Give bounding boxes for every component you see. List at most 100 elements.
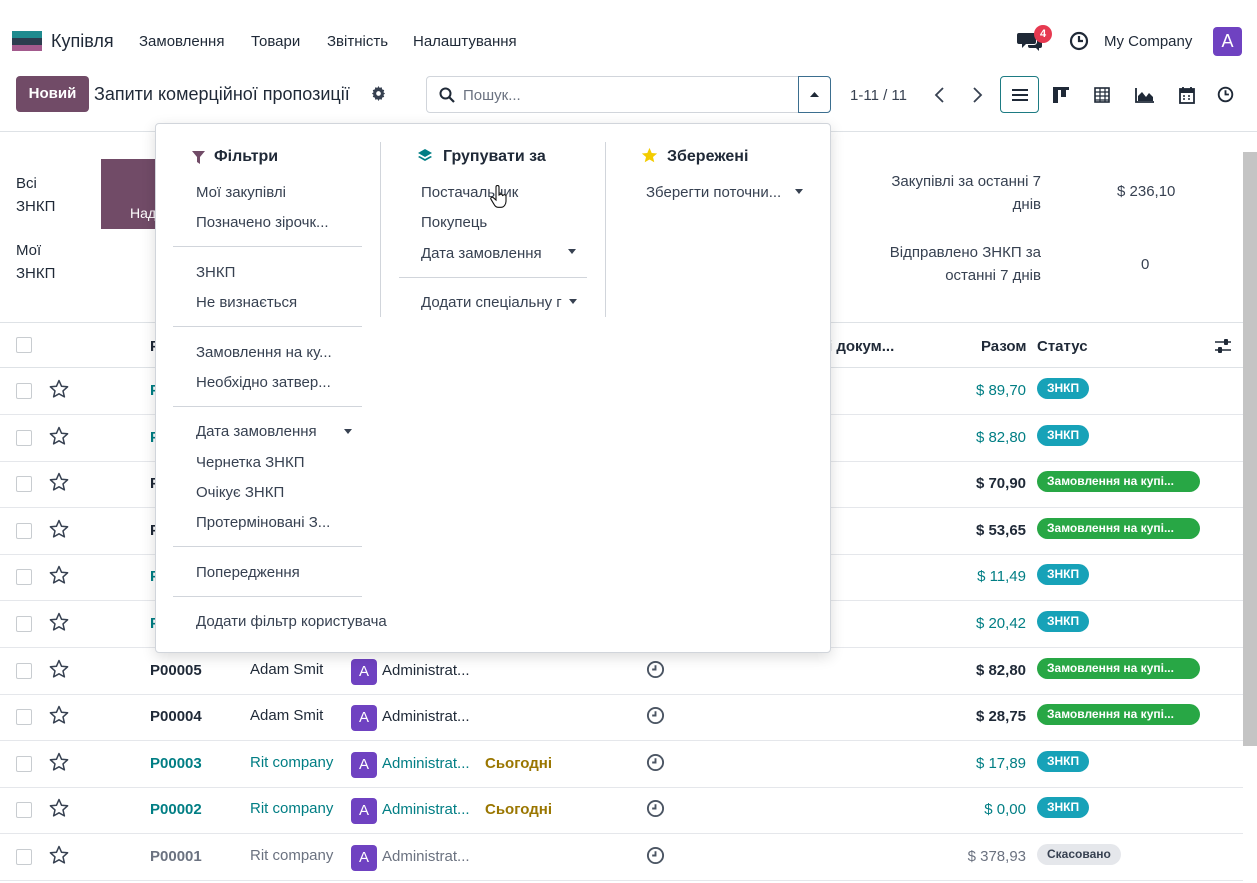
status-badge: Замовлення на купі... [1037, 704, 1200, 725]
column-source-document[interactable]: і докум... [828, 338, 895, 355]
stat-card-sent[interactable]: Над [101, 159, 161, 229]
activity-clock-icon[interactable] [646, 753, 665, 772]
activity-clock-icon[interactable] [646, 706, 665, 725]
app-logo-icon[interactable] [12, 31, 42, 51]
filter-starred[interactable]: Позначено зірочк... [196, 214, 329, 231]
chevron-down-icon[interactable] [569, 299, 577, 304]
add-custom-filter[interactable]: Додати фільтр користувача [196, 613, 387, 630]
stat-my-rfq[interactable]: Мої ЗНКП [16, 239, 55, 285]
status-badge: Скасовано [1037, 844, 1121, 865]
stat-purchases-7d[interactable]: Закупівлі за останні 7 днів [841, 170, 1041, 216]
add-custom-group[interactable]: Додати спеціальну г [421, 294, 562, 311]
table-row[interactable]: P00004 Adam Smit A Administrat... $ 28,75 Зам… [0, 694, 1243, 741]
order-total: $ 28,75 [975, 708, 1026, 725]
status-badge: Замовлення на купі... [1037, 518, 1200, 539]
table-row[interactable]: P00002 Rit company A Administrat... Сьогодні… [0, 787, 1243, 834]
order-reference[interactable]: P00003 [150, 755, 202, 772]
list-view-button[interactable] [1000, 76, 1039, 113]
menu-reporting[interactable]: Звітність [327, 33, 389, 50]
menu-configuration[interactable]: Налаштування [413, 33, 517, 50]
chevron-down-icon[interactable] [795, 189, 803, 194]
activity-view-button[interactable] [1206, 76, 1245, 113]
stat-all-rfq[interactable]: Всі ЗНКП [16, 172, 55, 218]
table-row[interactable]: P00005 Adam Smit A Administrat... $ 82,80 Зам… [0, 648, 1243, 695]
order-reference[interactable]: P00005 [150, 662, 202, 679]
graph-view-button[interactable] [1125, 76, 1164, 113]
pivot-view-button[interactable] [1082, 76, 1121, 113]
row-checkbox[interactable] [16, 476, 32, 492]
priority-star-icon[interactable] [49, 519, 69, 539]
filters-title: Фільтри [214, 148, 279, 165]
priority-star-icon[interactable] [49, 426, 69, 446]
filter-late-rfq[interactable]: Протерміновані З... [196, 514, 331, 531]
menu-products[interactable]: Товари [251, 33, 301, 50]
row-checkbox[interactable] [16, 756, 32, 772]
save-current-search[interactable]: Зберегти поточни... [646, 184, 782, 201]
group-by-title: Групувати за [443, 148, 546, 165]
priority-star-icon[interactable] [49, 612, 69, 632]
user-avatar[interactable]: A [1213, 27, 1242, 56]
activity-clock-icon[interactable] [646, 660, 665, 679]
kanban-view-button[interactable] [1041, 76, 1080, 113]
gear-icon[interactable] [371, 86, 386, 101]
chevron-down-icon[interactable] [568, 249, 576, 254]
priority-star-icon[interactable] [49, 752, 69, 772]
row-checkbox[interactable] [16, 383, 32, 399]
stat-sent-7d[interactable]: Відправлено ЗНКП за останні 7 днів [841, 241, 1041, 287]
order-reference[interactable]: P00001 [150, 848, 202, 865]
search-icon [439, 87, 455, 103]
priority-star-icon[interactable] [49, 845, 69, 865]
order-reference[interactable]: P00004 [150, 708, 202, 725]
company-switcher[interactable]: My Company [1104, 33, 1193, 50]
column-status[interactable]: Статус [1037, 338, 1088, 355]
filter-not-acknowledged[interactable]: Не визнається [196, 294, 298, 311]
select-all-checkbox[interactable] [16, 337, 32, 353]
row-checkbox[interactable] [16, 430, 32, 446]
star-icon [641, 147, 658, 163]
activity-clock-icon[interactable] [646, 799, 665, 818]
row-checkbox[interactable] [16, 802, 32, 818]
chevron-down-icon[interactable] [344, 429, 352, 434]
filter-warnings[interactable]: Попередження [196, 564, 300, 581]
previous-page-icon[interactable] [933, 86, 947, 104]
new-button[interactable]: Новий [16, 76, 89, 112]
filter-order-date[interactable]: Дата замовлення [196, 423, 317, 440]
row-checkbox[interactable] [16, 616, 32, 632]
group-by-order-date[interactable]: Дата замовлення [421, 245, 542, 262]
filter-my-purchases[interactable]: Мої закупівлі [196, 184, 286, 201]
priority-star-icon[interactable] [49, 472, 69, 492]
column-total[interactable]: Разом [981, 338, 1027, 355]
priority-star-icon[interactable] [49, 659, 69, 679]
scrollbar[interactable] [1243, 152, 1257, 746]
group-by-buyer[interactable]: Покупець [421, 214, 488, 231]
row-checkbox[interactable] [16, 849, 32, 865]
filter-to-approve[interactable]: Необхідно затвер... [196, 374, 331, 391]
row-checkbox[interactable] [16, 709, 32, 725]
order-total: $ 82,80 [975, 429, 1026, 446]
search-input[interactable] [463, 83, 783, 107]
order-reference[interactable]: P00002 [150, 801, 202, 818]
table-row[interactable]: P00001 Rit company A Administrat... $ 378,93… [0, 834, 1243, 881]
app-name[interactable]: Купівля [51, 31, 114, 51]
row-checkbox[interactable] [16, 523, 32, 539]
activity-clock-icon[interactable] [646, 846, 665, 865]
priority-star-icon[interactable] [49, 565, 69, 585]
search-options-toggle[interactable] [798, 76, 831, 113]
filter-purchase-orders[interactable]: Замовлення на ку... [196, 344, 332, 361]
calendar-view-button[interactable] [1167, 76, 1206, 113]
pager-value[interactable]: 1-11 / 11 [850, 87, 907, 104]
filter-rfq[interactable]: ЗНКП [196, 264, 236, 281]
menu-orders[interactable]: Замовлення [139, 33, 225, 50]
row-checkbox[interactable] [16, 663, 32, 679]
row-checkbox[interactable] [16, 569, 32, 585]
filter-draft-rfq[interactable]: Чернетка ЗНКП [196, 454, 305, 471]
priority-star-icon[interactable] [49, 379, 69, 399]
priority-star-icon[interactable] [49, 705, 69, 725]
group-by-vendor[interactable]: Постачальник [421, 184, 519, 201]
priority-star-icon[interactable] [49, 798, 69, 818]
table-row[interactable]: P00003 Rit company A Administrat... Сьогодні… [0, 741, 1243, 788]
next-page-icon[interactable] [970, 86, 984, 104]
activity-clock-icon[interactable] [1069, 31, 1089, 51]
filter-waiting-rfq[interactable]: Очікує ЗНКП [196, 484, 285, 501]
column-settings-icon[interactable] [1214, 338, 1232, 354]
